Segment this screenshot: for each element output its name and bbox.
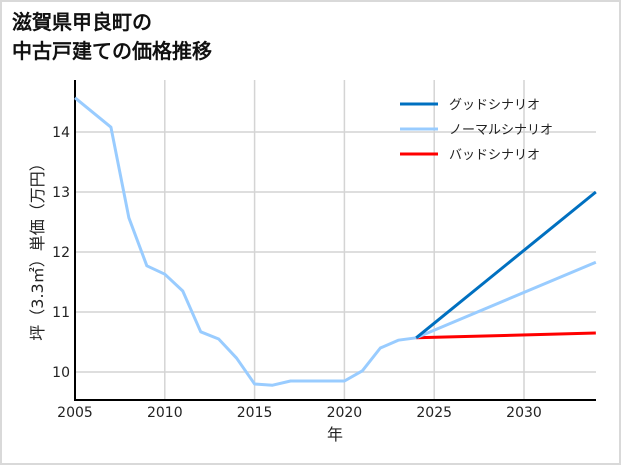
series-line (415, 190, 597, 339)
y-axis-label: 坪（3.3㎡）単価（万円） (28, 155, 47, 340)
title-line-1: 滋賀県甲良町の (12, 10, 152, 34)
x-tick-label: 2010 (147, 405, 183, 421)
series-line (74, 96, 417, 387)
x-tick-label: 2015 (237, 405, 273, 421)
y-tick-label: 13 (52, 185, 70, 201)
y-tick-label: 14 (52, 125, 70, 141)
title-line-2: 中古戸建ての価格推移 (12, 39, 212, 63)
x-tick-label: 2020 (327, 405, 363, 421)
x-axis-label: 年 (327, 425, 343, 444)
y-tick-label: 10 (52, 365, 70, 381)
x-tick-label: 2030 (506, 405, 542, 421)
series-line (416, 331, 596, 340)
y-tick-label: 11 (52, 305, 70, 321)
y-tick-label: 12 (52, 245, 70, 261)
chart-title: 滋賀県甲良町の 中古戸建ての価格推移 (12, 8, 212, 66)
legend-label: バッドシナリオ (449, 148, 540, 163)
series-line (415, 260, 597, 340)
x-tick-label: 2005 (57, 405, 93, 421)
legend-label: ノーマルシナリオ (449, 123, 553, 138)
x-tick-label: 2025 (416, 405, 452, 421)
legend-label: グッドシナリオ (449, 98, 540, 113)
